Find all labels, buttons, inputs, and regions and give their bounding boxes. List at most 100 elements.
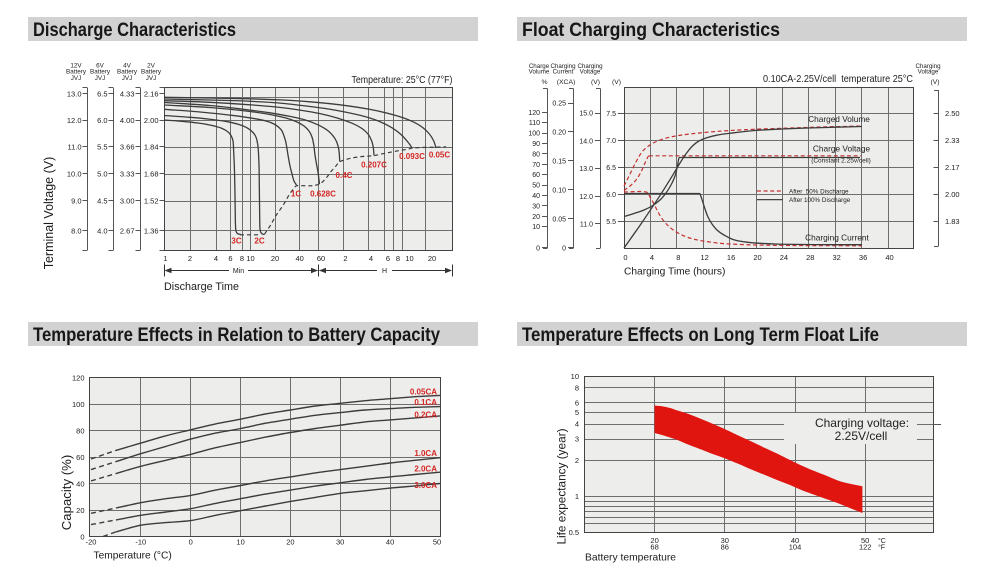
svg-text:9.0: 9.0	[71, 197, 81, 206]
svg-text:H: H	[382, 268, 387, 275]
svg-text:8.0: 8.0	[71, 226, 81, 235]
svg-text:20: 20	[428, 254, 436, 263]
svg-text:20: 20	[271, 254, 279, 263]
svg-text:8: 8	[575, 384, 579, 393]
svg-text:0: 0	[562, 245, 566, 252]
svg-text:13.0: 13.0	[67, 90, 82, 99]
svg-text:(V): (V)	[930, 79, 939, 86]
svg-text:36: 36	[859, 253, 867, 262]
svg-text:24: 24	[780, 253, 788, 262]
svg-text:3.0CA: 3.0CA	[414, 481, 437, 490]
svg-text:1C: 1C	[291, 190, 301, 199]
svg-text:0.15: 0.15	[552, 159, 566, 166]
svg-text:60: 60	[76, 453, 84, 462]
svg-text:4: 4	[575, 420, 579, 429]
svg-text:0.20: 0.20	[552, 130, 566, 137]
svg-text:JVJ: JVJ	[71, 75, 82, 82]
svg-text:0.1CA: 0.1CA	[414, 398, 437, 407]
svg-text:2.00: 2.00	[945, 190, 960, 199]
svg-text:4: 4	[369, 254, 373, 263]
svg-text:20: 20	[76, 506, 84, 515]
svg-text:Current: Current	[553, 69, 574, 76]
svg-text:0: 0	[189, 538, 193, 547]
svg-text:86: 86	[721, 543, 729, 552]
svg-text:Battery: Battery	[90, 69, 111, 76]
svg-text:4.5: 4.5	[97, 197, 107, 206]
svg-text:3.66: 3.66	[120, 143, 135, 152]
svg-text:Charging: Charging	[577, 63, 603, 70]
svg-text:122: 122	[859, 543, 872, 552]
svg-text:70: 70	[532, 162, 540, 169]
svg-text:5: 5	[575, 408, 579, 417]
svg-text:(Constant 2.25v/cell): (Constant 2.25v/cell)	[811, 158, 871, 165]
svg-text:1.68: 1.68	[144, 170, 159, 179]
svg-text:6: 6	[386, 254, 390, 263]
svg-text:1.84: 1.84	[144, 143, 159, 152]
svg-text:12V: 12V	[70, 63, 82, 70]
svg-text:Min: Min	[233, 268, 244, 275]
svg-text:12.0: 12.0	[579, 194, 593, 201]
svg-text:1.0CA: 1.0CA	[414, 449, 437, 458]
svg-text:Charged Volume: Charged Volume	[808, 114, 870, 124]
svg-text:1: 1	[575, 492, 579, 501]
svg-text:32: 32	[833, 253, 841, 262]
svg-text:5.5: 5.5	[97, 143, 107, 152]
svg-text:0.093C: 0.093C	[399, 152, 425, 161]
svg-text:JVJ: JVJ	[95, 75, 106, 82]
svg-text:40: 40	[791, 536, 799, 545]
svg-text:4: 4	[650, 253, 654, 262]
svg-text:2: 2	[343, 254, 347, 263]
svg-text:10: 10	[405, 254, 413, 263]
svg-text:20: 20	[753, 253, 761, 262]
svg-text:10: 10	[246, 254, 254, 263]
svg-text:Battery: Battery	[117, 69, 138, 76]
svg-text:(V): (V)	[591, 79, 600, 86]
svg-text:4: 4	[214, 254, 218, 263]
svg-text:Temperature Effects in Relatio: Temperature Effects in Relation to Batte…	[33, 324, 440, 346]
svg-text:100: 100	[528, 131, 540, 138]
svg-text:Voltage: Voltage	[918, 69, 939, 76]
svg-text:40: 40	[386, 538, 394, 547]
svg-text:Charging: Charging	[915, 63, 941, 70]
svg-text:2.16: 2.16	[144, 90, 159, 99]
svg-text:3C: 3C	[231, 237, 241, 246]
svg-text:6V: 6V	[96, 63, 105, 70]
svg-text:0.207C: 0.207C	[361, 161, 387, 170]
svg-text:0.05C: 0.05C	[429, 151, 451, 160]
svg-text:5.5: 5.5	[606, 219, 616, 226]
svg-text:20: 20	[286, 538, 294, 547]
svg-text:After 50% Discharge: After 50% Discharge	[789, 188, 849, 195]
svg-text:After 100% Discharge: After 100% Discharge	[789, 197, 851, 204]
svg-text:40: 40	[885, 253, 893, 262]
svg-text:Life expectancy (year): Life expectancy (year)	[555, 428, 569, 544]
svg-text:Temperature (°C): Temperature (°C)	[94, 551, 172, 562]
svg-text:11.0: 11.0	[67, 143, 81, 152]
svg-text:2V: 2V	[147, 63, 156, 70]
svg-text:°C: °C	[878, 537, 886, 545]
svg-text:0.628C: 0.628C	[310, 190, 336, 199]
svg-text:Discharge Time: Discharge Time	[164, 281, 239, 293]
svg-text:60: 60	[532, 172, 540, 179]
svg-text:2.25V/cell: 2.25V/cell	[835, 429, 888, 443]
svg-text:Volume: Volume	[529, 69, 550, 76]
svg-text:Charging voltage:: Charging voltage:	[815, 416, 909, 430]
svg-text:0: 0	[623, 253, 627, 262]
svg-text:2.0CA: 2.0CA	[414, 464, 437, 473]
svg-text:0.25: 0.25	[552, 101, 566, 108]
svg-text:10.0: 10.0	[67, 170, 82, 179]
svg-text:8: 8	[240, 254, 244, 263]
svg-text:7.5: 7.5	[606, 111, 616, 118]
svg-text:0.5: 0.5	[569, 528, 579, 537]
svg-text:0.05CA: 0.05CA	[410, 388, 437, 397]
svg-text:16: 16	[727, 253, 735, 262]
svg-text:2.50: 2.50	[945, 109, 960, 118]
svg-text:20: 20	[532, 214, 540, 221]
svg-text:28: 28	[806, 253, 814, 262]
svg-text:68: 68	[650, 543, 658, 552]
svg-text:10: 10	[532, 224, 540, 231]
svg-text:3.00: 3.00	[120, 197, 135, 206]
svg-text:2: 2	[575, 456, 579, 465]
svg-text:2: 2	[188, 254, 192, 263]
svg-text:40: 40	[532, 193, 540, 200]
svg-text:Charging: Charging	[550, 63, 576, 70]
